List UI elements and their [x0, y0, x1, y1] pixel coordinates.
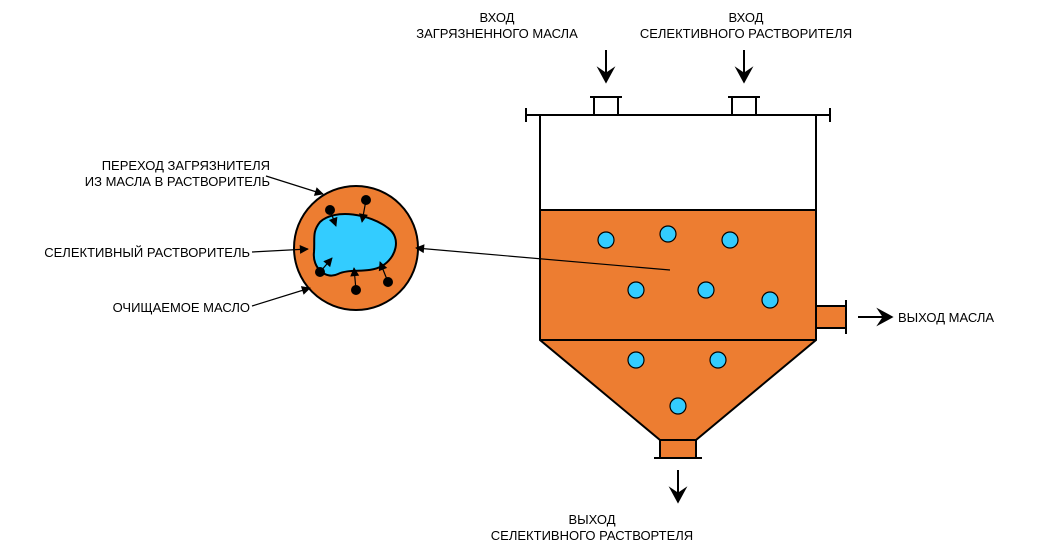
detail-circle: [294, 186, 418, 310]
diagram-stage: ВХОД ЗАГРЯЗНЕННОГО МАСЛА ВХОД СЕЛЕКТИВНО…: [0, 0, 1047, 560]
label-callout-solvent: СЕЛЕКТИВНЫЙ РАСТВОРИТЕЛЬ: [10, 245, 250, 261]
label-outlet-oil: ВЫХОД МАСЛА: [898, 310, 1038, 326]
label-inlet-oil: ВХОД ЗАГРЯЗНЕННОГО МАСЛА: [387, 10, 607, 41]
label-outlet-solvent: ВЫХОД СЕЛЕКТИВНОГО РАСТВОРТЕЛЯ: [452, 512, 732, 543]
diagram-svg: [0, 0, 1047, 560]
label-callout-transfer: ПЕРЕХОД ЗАГРЯЗНИТЕЛЯ ИЗ МАСЛА В РАСТВОРИ…: [30, 158, 270, 189]
label-callout-oil: ОЧИЩАЕМОЕ МАСЛО: [90, 300, 250, 316]
label-inlet-solvent: ВХОД СЕЛЕКТИВНОГО РАСТВОРИТЕЛЯ: [606, 10, 886, 41]
